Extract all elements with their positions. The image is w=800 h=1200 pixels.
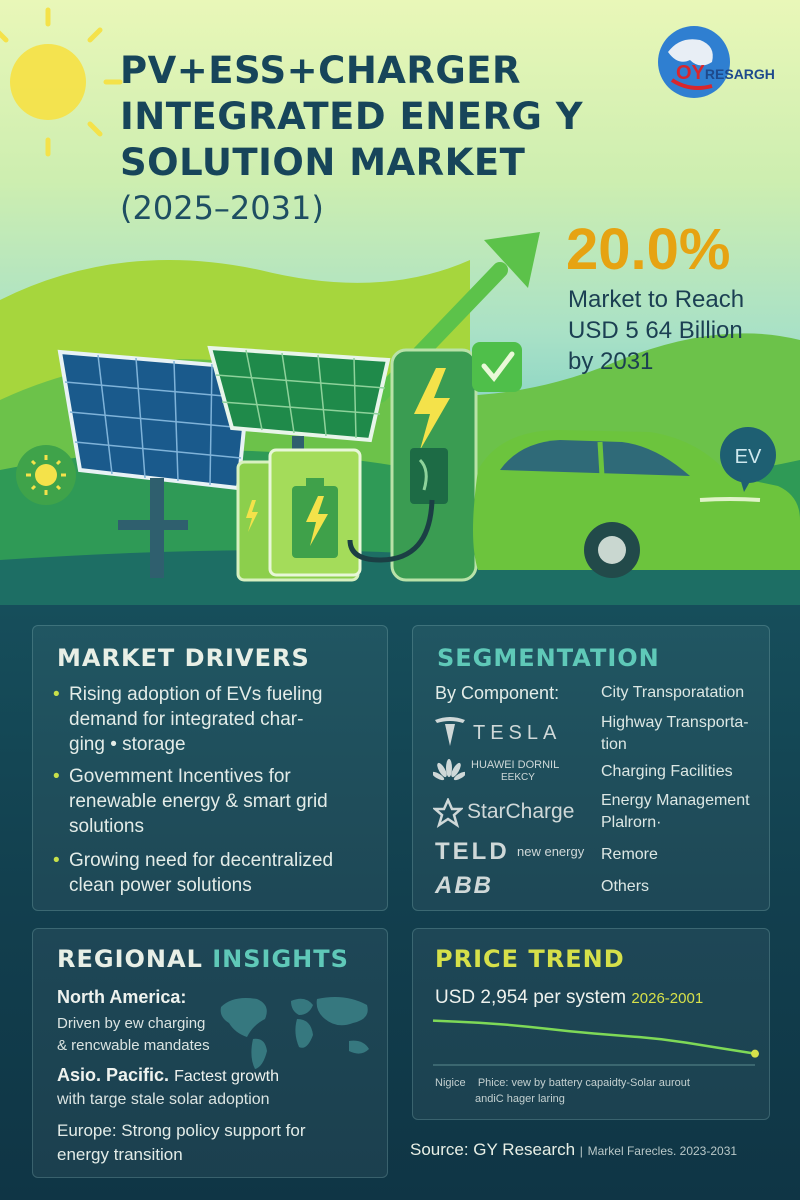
segment-remote: Remore [601,846,658,863]
ev-car-icon [473,430,800,578]
hero-section: EV PV+ESS+CHARGER INTEGRATED ENERG Y SOL… [0,0,800,605]
check-badge-icon [472,342,522,392]
price-trend-panel: PRICE TREND USD 2,954 per system 2026-20… [412,928,770,1120]
price-note: Nigice Phice: vew by battery capaidty-So… [435,1075,690,1107]
starcharge-logo-icon [433,798,463,828]
driver-item-1: • Rising adoption of EVs fueling demand … [53,682,383,757]
region-asia-pacific-name: Asio. Pacific. [57,1065,170,1085]
source-extra: Markel Farecles. 2023-2031 [587,1144,738,1158]
title-block: PV+ESS+CHARGER INTEGRATED ENERG Y SOLUTI… [120,48,640,230]
regional-insights-title: REGIONAL INSIGHTS [57,945,349,973]
market-reach-line-2: USD 5 64 Billion [568,317,743,344]
region-asia-pacific-head-rest: Factest growth [174,1068,279,1085]
logo-prefix: OY [676,62,705,84]
price-trend-title: PRICE TREND [435,945,625,973]
bullet-icon: • [53,684,60,705]
segmentation-panel: SEGMENTATION By Component: TESLA HUAWEI … [412,625,770,911]
segment-city-transportation: City Transporatation [601,684,745,701]
logo-wordmark: OYRESARGH [676,62,775,85]
tesla-logo-icon [435,717,465,746]
logo-globe-icon [658,26,730,98]
brand-teld-sub: new energy [517,844,585,859]
brand-huawei-sub: EEKCY [501,772,535,783]
title-line-3: SOLUTION MARKET [120,141,526,184]
segment-highway-transportation-cont: tion [601,736,627,753]
market-reach-text: Market to Reach USD 5 64 Billion by 2031 [568,284,744,377]
driver-item-3: • Growing need for decentralized clean p… [53,848,383,898]
sun-icon [0,7,123,157]
segment-others: Others [601,878,650,895]
driver-2-line-3: solutions [69,816,144,837]
price-value: USD 2,954 per system 2026-2001 [435,987,703,1009]
driver-3-line-2: clean power solutions [69,875,252,896]
bullet-icon: • [53,850,60,871]
driver-2-line-2: renewable energy & smart grid [69,791,328,812]
driver-3-line-1: Growing need for decentralized [69,850,334,871]
brand-teld: TELD [435,838,510,865]
brand-starcharge: StarCharge [467,800,575,823]
ev-charger-icon [347,348,478,582]
price-note-line-1: Phice: vew by battery capaidty-Solar aur… [477,1077,690,1089]
price-range: 2026-2001 [631,990,704,1007]
hero-illustration: EV [0,7,800,605]
region-europe-line-2: energy transition [57,1145,183,1164]
segment-charging-facilities: Charging Facilities [601,763,733,780]
ev-bubble-text: EV [735,446,762,468]
segment-highway-transportation: Highway Transporta- [601,714,749,731]
price-note-line-2: andiC hager laring [475,1093,565,1105]
region-asia-pacific-desc: with targe stale solar adoption [57,1091,270,1108]
brand-abb: ABB [435,872,493,899]
cagr-value: 20.0% [566,217,731,282]
source-line: Source: GY Research | Markel Farecles. 2… [410,1140,737,1160]
sun-badge-icon [16,445,76,505]
market-drivers-panel: MARKET DRIVERS • Rising adoption of EVs … [32,625,388,911]
segment-energy-management-cont: Plalrorn· [601,814,662,831]
regional-title-part1: REGIONAL [57,945,203,973]
driver-item-2: • Govemment Incentives for renewable ene… [53,764,383,839]
price-note-label: Nigice [435,1077,466,1089]
lower-section [0,605,800,1200]
region-north-america-desc-2: & rencwable mandates [57,1037,210,1054]
title-line-1: PV+ESS+CHARGER [120,49,522,92]
brand-tesla: TESLA [473,722,562,744]
world-map-icon [220,997,369,1069]
ev-bubble-icon: EV [720,427,776,492]
segmentation-title: SEGMENTATION [437,644,660,672]
regional-insights-panel: REGIONAL INSIGHTS North America: Driven … [32,928,388,1178]
title-line-2: INTEGRATED ENERG Y [120,95,584,138]
driver-1-line-1: Rising adoption of EVs fueling [69,684,323,705]
regional-title-part2: INSIGHTS [212,945,349,973]
by-component-label: By Component: [435,683,560,703]
driver-1-line-2: demand for integrated char- [69,709,304,730]
price-trend-end-point [751,1049,759,1058]
driver-2-line-1: Govemment Incentives for [69,766,291,787]
market-reach-line-1: Market to Reach [568,286,745,313]
battery-storage-icon [236,448,362,582]
market-drivers-title: MARKET DRIVERS [57,644,310,672]
brand-huawei: HUAWEI DORNIL [471,759,560,771]
huawei-logo-icon [433,759,465,781]
price-trend-chart [432,1019,759,1066]
bullet-icon: • [53,766,60,787]
logo-suffix: RESARGH [704,66,775,82]
market-reach-line-3: by 2031 [568,348,654,375]
source-main: Source: GY Research [410,1140,576,1159]
title-years: (2025–2031) [120,189,324,227]
region-north-america-desc-1: Driven by ew charging [57,1015,206,1032]
region-north-america-head: North America: [57,987,187,1007]
source-divider: | [579,1144,583,1158]
region-europe-line-1: Europe: Strong policy support for [57,1121,306,1140]
region-asia-pacific-head: Asio. Pacific. Factest growth [57,1065,279,1086]
price-trend-line [432,1019,756,1055]
driver-1-line-3: ging • storage [69,734,186,755]
segment-energy-management: Energy Management [601,792,750,809]
price-value-main: USD 2,954 per system [435,987,627,1008]
